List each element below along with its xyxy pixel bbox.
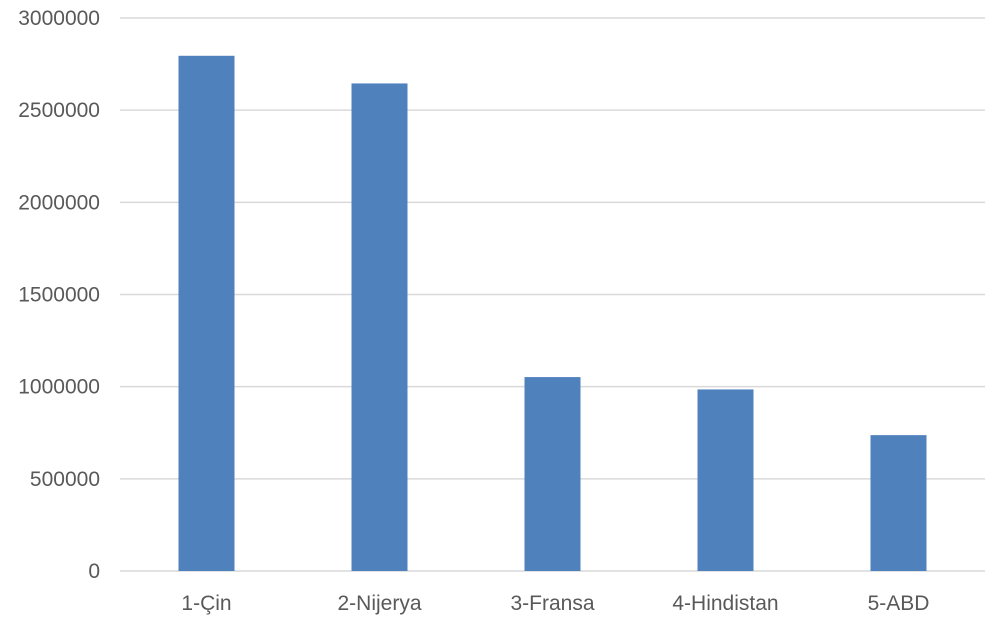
bar-3 <box>524 377 581 571</box>
y-tick-label: 1000000 <box>18 376 100 399</box>
y-tick-label: 0 <box>88 560 100 583</box>
y-tick-label: 3000000 <box>18 7 100 30</box>
bar-1 <box>178 55 235 572</box>
y-tick-label: 2500000 <box>18 99 100 122</box>
bar-4 <box>697 389 754 571</box>
x-tick-label: 4-Hindistan <box>672 592 778 615</box>
x-axis-ticks: 1-Çin 2-Nijerya 3-Fransa 4-Hindistan 5-ABD <box>181 592 929 615</box>
bar-5 <box>870 435 927 571</box>
x-tick-label: 1-Çin <box>181 592 231 615</box>
y-tick-label: 500000 <box>30 468 100 491</box>
x-tick-label: 3-Fransa <box>510 592 594 615</box>
y-tick-label: 1500000 <box>18 284 100 307</box>
y-axis-ticks: 0 500000 1000000 1500000 2000000 2500000 30000… <box>18 7 100 583</box>
x-tick-label: 5-ABD <box>868 592 930 615</box>
y-tick-label: 2000000 <box>18 191 100 214</box>
bars <box>178 55 927 572</box>
bar-2 <box>351 83 408 572</box>
x-tick-label: 2-Nijerya <box>337 592 421 615</box>
